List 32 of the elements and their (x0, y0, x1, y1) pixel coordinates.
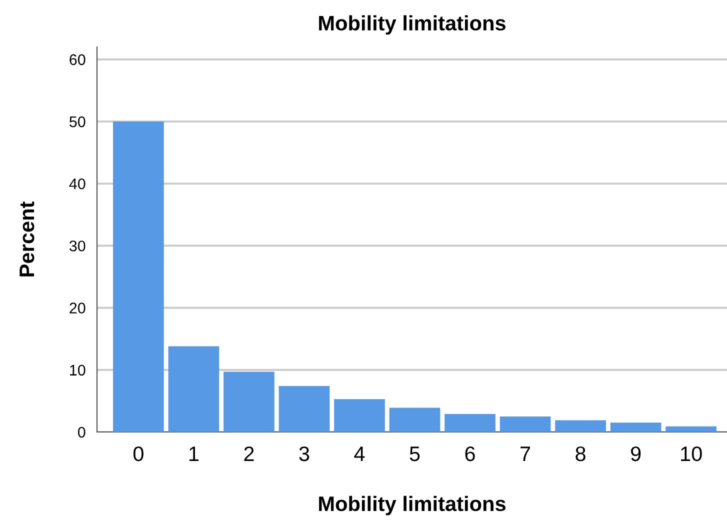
bar (555, 420, 606, 432)
x-tick-label: 9 (631, 446, 641, 462)
y-tick-label: 60 (70, 54, 86, 66)
x-tick-label: 2 (244, 446, 254, 461)
x-tick-label: 3 (299, 446, 310, 462)
x-tick-label: 0 (133, 446, 144, 462)
y-tick-label: 30 (69, 240, 86, 252)
x-tick-label: 5 (410, 446, 420, 462)
y-tick-label: 20 (70, 302, 86, 314)
x-tick-label: 4 (354, 446, 365, 461)
bar (113, 122, 164, 432)
x-tick-label: 10 (681, 446, 702, 462)
bar (168, 346, 220, 432)
bar (500, 416, 551, 432)
x-tick-label: 6 (465, 446, 475, 462)
x-tick-label: 7 (520, 446, 530, 461)
chart-title: Mobility limitations (319, 15, 506, 35)
x-tick-label: 1 (190, 446, 198, 461)
bar (334, 399, 385, 432)
bar (444, 414, 496, 432)
y-tick-label: 10 (70, 364, 86, 376)
bar (666, 426, 716, 432)
bar (278, 386, 330, 432)
y-tick-label: 40 (69, 178, 86, 190)
x-tick-label: 8 (576, 446, 586, 462)
y-tick-label: 50 (70, 116, 86, 128)
bar (389, 408, 440, 432)
y-tick-label: 0 (78, 426, 86, 438)
x-axis-title: Mobility limitations (319, 496, 506, 516)
bar (610, 422, 662, 432)
bar (224, 372, 274, 432)
y-axis-title: Percent (20, 202, 34, 276)
